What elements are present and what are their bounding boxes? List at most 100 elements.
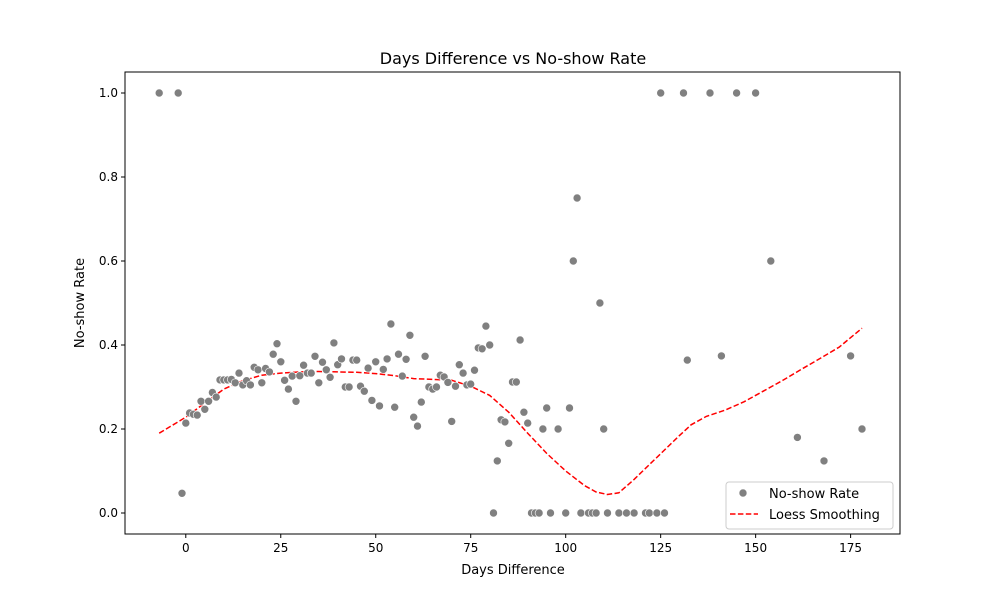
data-point	[447, 417, 457, 426]
data-point	[477, 344, 487, 354]
data-point	[420, 351, 430, 361]
data-point	[291, 396, 301, 406]
data-point	[561, 508, 571, 518]
data-point	[599, 424, 609, 434]
data-point	[280, 375, 289, 385]
data-point	[553, 424, 563, 434]
data-point	[629, 508, 639, 518]
legend: No-show Rate Loess Smoothing	[725, 481, 894, 530]
chart-title: Days Difference vs No-show Rate	[380, 49, 646, 68]
data-point	[257, 378, 267, 388]
data-point	[181, 418, 191, 428]
data-point	[542, 403, 552, 413]
y-tick-label: 0.6	[99, 254, 118, 268]
legend-label-no-show-rate: No-show Rate	[769, 487, 859, 502]
data-point	[390, 402, 400, 412]
data-point	[386, 319, 396, 329]
data-point	[375, 401, 384, 411]
data-point	[359, 386, 369, 396]
plot-area	[154, 88, 867, 518]
data-point	[318, 357, 327, 367]
data-point	[154, 88, 164, 98]
data-point	[470, 365, 479, 375]
data-point	[432, 382, 441, 392]
data-point	[660, 508, 669, 518]
data-point	[751, 88, 760, 98]
data-point	[857, 424, 867, 434]
data-point	[401, 354, 411, 364]
x-tick-label: 175	[839, 541, 862, 555]
data-point	[284, 384, 293, 394]
legend-marker-no-show-rate	[738, 488, 748, 498]
data-point	[500, 417, 510, 427]
axes-frame	[124, 71, 901, 535]
data-point	[367, 396, 377, 405]
x-tick-label: 100	[554, 541, 577, 555]
data-point	[656, 88, 666, 98]
data-point	[325, 372, 335, 382]
data-point	[211, 392, 221, 402]
data-point	[287, 371, 297, 381]
data-point	[443, 378, 453, 387]
data-point	[409, 412, 419, 422]
data-point	[295, 371, 305, 381]
data-point	[523, 418, 533, 428]
data-point	[466, 379, 476, 389]
data-point	[337, 354, 346, 364]
data-point	[546, 508, 555, 518]
data-point	[173, 88, 183, 98]
data-point	[603, 508, 612, 518]
data-point	[371, 357, 381, 367]
data-point	[481, 321, 491, 331]
data-point	[614, 508, 624, 518]
y-tick-label: 0.2	[99, 422, 118, 436]
y-tick-label: 1.0	[99, 86, 118, 100]
data-point	[511, 377, 521, 387]
data-point	[489, 508, 498, 518]
data-point	[717, 351, 726, 361]
data-point	[329, 338, 339, 348]
data-point	[416, 397, 426, 407]
y-tick-label: 0.8	[99, 170, 118, 184]
y-axis-label: No-show Rate	[73, 258, 88, 348]
data-point	[405, 330, 415, 340]
data-point	[679, 88, 688, 98]
data-point	[682, 355, 692, 365]
data-point	[576, 508, 586, 518]
data-point	[534, 508, 544, 518]
data-point	[846, 351, 855, 361]
data-point	[652, 508, 662, 518]
data-point	[732, 88, 741, 98]
y-tick-label: 0.0	[99, 506, 118, 520]
data-point	[299, 360, 308, 370]
data-point	[352, 355, 362, 365]
data-point	[177, 488, 187, 498]
data-point	[253, 365, 263, 375]
data-point	[538, 424, 548, 434]
axes: 0 25 50 75 100 125 150 175 0.0 0.2 0.4 0.6 0.8 1.0	[99, 71, 901, 555]
data-point	[397, 371, 407, 381]
data-point	[378, 365, 388, 374]
x-tick-label: 125	[649, 541, 672, 555]
x-tick-label: 75	[463, 541, 478, 555]
y-tick-label: 0.4	[99, 338, 118, 352]
data-point	[246, 380, 255, 390]
data-point	[314, 378, 324, 388]
data-point	[819, 456, 829, 466]
data-point	[458, 368, 468, 378]
x-tick-label: 25	[273, 541, 288, 555]
data-point	[363, 363, 373, 373]
data-point	[234, 368, 244, 378]
data-point	[485, 340, 495, 350]
data-point	[413, 421, 422, 431]
data-point	[519, 407, 529, 417]
data-point	[454, 360, 464, 370]
data-point	[321, 365, 331, 375]
data-point	[565, 403, 574, 413]
data-point	[265, 367, 274, 377]
data-point	[568, 256, 578, 266]
data-point	[504, 438, 514, 448]
data-point	[595, 298, 605, 308]
data-point	[310, 351, 320, 361]
